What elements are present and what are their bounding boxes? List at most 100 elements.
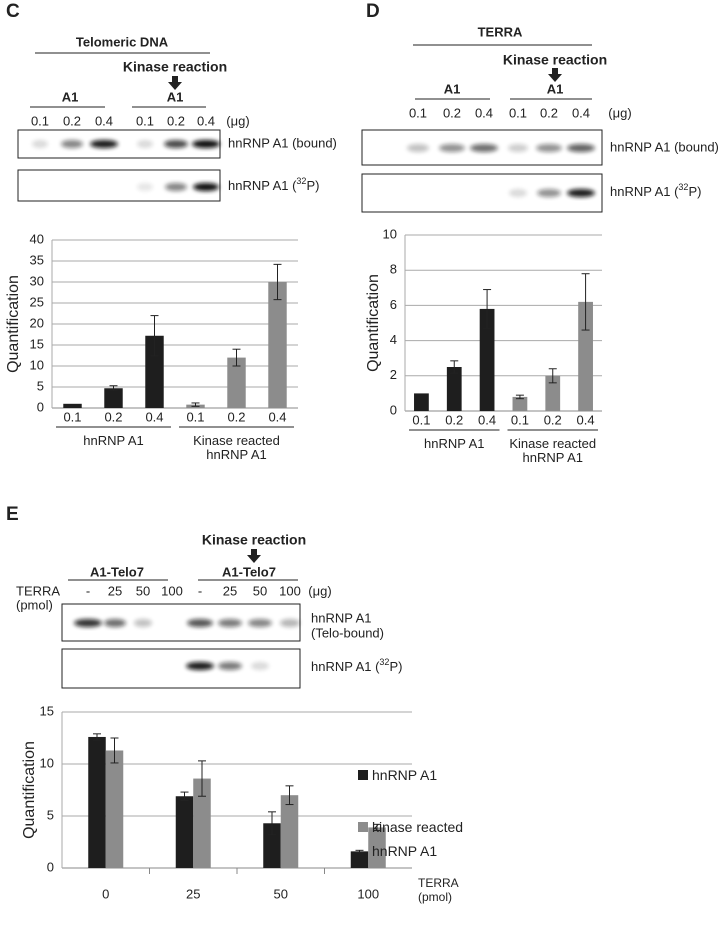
blot bbox=[361, 129, 603, 166]
y-tick-label: 10 bbox=[30, 357, 44, 372]
error-bar bbox=[581, 273, 590, 331]
lane-label: 100 bbox=[279, 583, 301, 598]
band bbox=[192, 140, 220, 148]
lane-label: 0.1 bbox=[31, 113, 49, 128]
bar bbox=[545, 375, 561, 411]
unit-label: (μg) bbox=[308, 583, 331, 598]
band bbox=[104, 619, 126, 627]
x-tick-label: 0.2 bbox=[445, 412, 463, 427]
x-tick-label: 0.1 bbox=[412, 412, 430, 427]
y-tick-label: 0 bbox=[47, 859, 54, 874]
superscript: 32 bbox=[296, 176, 306, 186]
lane-label: 50 bbox=[136, 583, 150, 598]
bar bbox=[88, 736, 106, 868]
band bbox=[74, 619, 102, 627]
unit-label: (μg) bbox=[608, 105, 631, 120]
row-label-part: hnRNP A1 ( bbox=[610, 184, 679, 199]
lane-label: 0.2 bbox=[443, 105, 461, 120]
group-label: Kinase reacted hnRNP A1 bbox=[509, 437, 597, 465]
lane-label: - bbox=[198, 583, 202, 598]
reaction-label: Kinase reaction bbox=[503, 52, 607, 68]
superscript: 32 bbox=[678, 182, 688, 192]
x-tick-label: 100 bbox=[357, 886, 379, 901]
error-bar bbox=[483, 289, 492, 329]
arrow bbox=[548, 68, 562, 82]
sample-label: (pmol) bbox=[16, 597, 53, 612]
blot-header: TERRA bbox=[478, 24, 523, 39]
band bbox=[508, 144, 528, 152]
x-tick-label: 0.1 bbox=[511, 412, 529, 427]
row-label-part: P) bbox=[306, 178, 319, 193]
group-label-box: hnRNP A1 bbox=[83, 434, 143, 448]
band bbox=[218, 619, 242, 627]
band bbox=[439, 144, 465, 152]
bar bbox=[350, 851, 369, 868]
reaction-label: Kinase reaction bbox=[202, 532, 306, 548]
bar bbox=[175, 796, 194, 868]
y-tick-label: 20 bbox=[30, 315, 44, 330]
blot bbox=[17, 169, 221, 202]
bar bbox=[193, 778, 211, 868]
x-tick-label: 0.1 bbox=[63, 409, 81, 424]
x-tick-label: 0.4 bbox=[145, 409, 163, 424]
lane-label: 0.1 bbox=[136, 113, 154, 128]
legend-label: hnRNP A1 bbox=[372, 767, 438, 783]
lane-label: 0.2 bbox=[63, 113, 81, 128]
y-tick-label: 8 bbox=[390, 262, 397, 277]
y-tick-label: 30 bbox=[30, 273, 44, 288]
band bbox=[90, 140, 118, 148]
x-axis-label: TERRA (pmol) bbox=[418, 876, 459, 904]
bar bbox=[268, 282, 287, 408]
band bbox=[61, 140, 83, 148]
bar bbox=[578, 301, 593, 411]
lane-label: 25 bbox=[108, 583, 122, 598]
lane-label: 0.4 bbox=[572, 105, 590, 120]
error-bar bbox=[93, 733, 101, 741]
x-tick-label: 0.4 bbox=[577, 412, 595, 427]
arrow bbox=[247, 549, 261, 563]
lane-label: 0.4 bbox=[197, 113, 215, 128]
bar bbox=[63, 403, 82, 408]
bar bbox=[280, 795, 299, 868]
lane-label: 0.1 bbox=[509, 105, 527, 120]
x-tick-label: 0 bbox=[102, 886, 109, 901]
y-tick-label: 35 bbox=[30, 252, 44, 267]
y-tick-label: 0 bbox=[37, 399, 44, 414]
lane-label: 0.4 bbox=[475, 105, 493, 120]
y-tick-label: 5 bbox=[47, 807, 54, 822]
band bbox=[218, 662, 242, 670]
y-tick-label: 25 bbox=[30, 294, 44, 309]
lane-label: 0.2 bbox=[540, 105, 558, 120]
bar bbox=[414, 393, 429, 411]
panel-label: E bbox=[6, 504, 19, 525]
y-axis-label: Quantification bbox=[21, 741, 38, 839]
band bbox=[32, 140, 48, 148]
y-tick-label: 5 bbox=[37, 378, 44, 393]
row-label: hnRNP A1 (bound) bbox=[228, 135, 337, 150]
bar bbox=[104, 388, 123, 408]
group-label: A1 bbox=[167, 89, 184, 104]
lane-label: 0.2 bbox=[167, 113, 185, 128]
sample-label: TERRA bbox=[16, 583, 60, 598]
bar bbox=[479, 308, 495, 411]
error-bar bbox=[515, 394, 524, 400]
superscript: 32 bbox=[379, 657, 389, 667]
band bbox=[193, 183, 219, 191]
lane-label: 50 bbox=[253, 583, 267, 598]
group-label: A1 bbox=[444, 81, 461, 96]
group-label: A1 bbox=[547, 81, 564, 96]
bar bbox=[512, 396, 528, 411]
group-label: A1-Telo7 bbox=[90, 564, 144, 579]
bar bbox=[105, 750, 124, 868]
y-tick-label: 15 bbox=[40, 703, 54, 718]
band bbox=[470, 144, 498, 152]
error-bar bbox=[355, 849, 364, 853]
blot bbox=[17, 129, 221, 159]
row-label-part: hnRNP A1 ( bbox=[311, 659, 380, 674]
row-label-part: P) bbox=[389, 659, 402, 674]
x-tick-label: 50 bbox=[274, 886, 288, 901]
band bbox=[137, 183, 153, 191]
bar bbox=[263, 823, 281, 868]
